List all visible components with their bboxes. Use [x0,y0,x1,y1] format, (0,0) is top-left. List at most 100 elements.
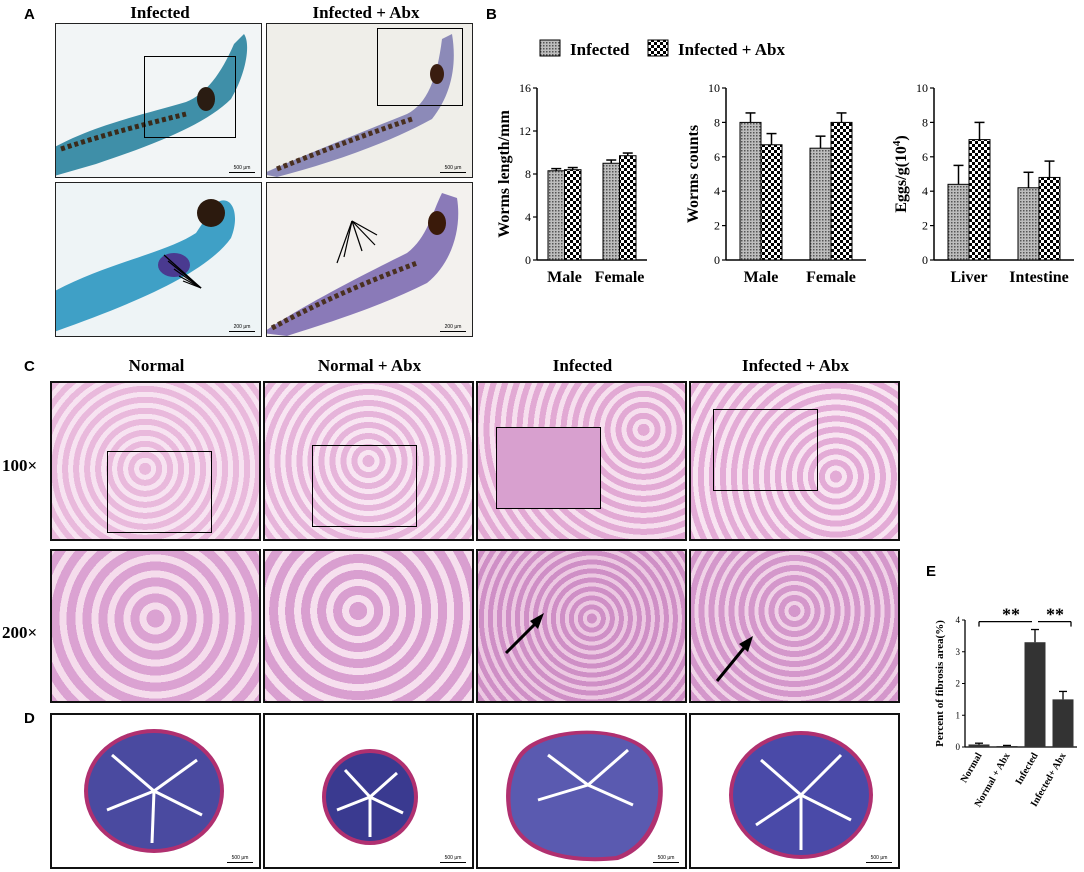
y-tick-label: 12 [519,124,531,138]
y-tick-label: 4 [714,184,720,198]
y-axis-label: Worms counts [685,125,702,223]
x-tick-label: Female [806,269,856,286]
x-tick-label: Male [547,269,582,286]
masson-normal: 500 μm [50,713,261,869]
masson-normal-abx: 500 μm [263,713,474,869]
panel-label-c: C [24,358,35,375]
scale-bar: 200 μm [440,324,466,333]
y-tick-label: 10 [916,81,928,95]
worm-image-infected-abx-high: 200 μm [266,182,473,337]
legend-label-abx: Infected + Abx [678,40,785,59]
inset-box [144,56,236,138]
histology-normal-abx-200x [263,549,474,703]
legend-swatch-abx [647,39,669,57]
y-tick-label: 6 [714,150,720,164]
histology-normal-200x [50,549,261,703]
panel-a-header-infected-abx: Infected + Abx [312,3,420,22]
scale-bar: 500 μm [440,165,466,174]
legend-swatch-infected [539,39,561,57]
y-axis-label: Worms length/mm [496,110,513,238]
bar [1038,176,1061,261]
bar [1052,699,1074,747]
inset-box [312,445,417,527]
x-tick-label: Liver [950,269,987,286]
scale-bar: 500 μm [440,855,466,864]
y-tick-label: 2 [922,219,928,233]
chart-worm-length: 0 4 8 12 16 Worms length/mm Male Female [496,81,647,286]
histology-normal-abx-100x [263,381,474,541]
y-tick-label: 8 [922,115,928,129]
panel-label-d: D [24,710,35,727]
y-axis-label: Eggs/g(104) [891,135,910,213]
y-axis-label-sup: 4 [891,140,903,146]
worm-image-infected-high: 200 μm [55,182,262,337]
histology-infected-200x [476,549,687,703]
y-tick-label: 10 [708,81,720,95]
legend-label-infected: Infected [570,40,630,59]
y-tick-label: 6 [922,150,928,164]
panel-c-header-infected-abx: Infected + Abx [742,356,849,375]
y-tick-label: 0 [525,253,531,267]
histology-infected-abx-200x [689,549,900,703]
y-tick-label: 3 [956,647,961,657]
y-axis-label: Percent of fibrosis area(%) [934,620,946,747]
panel-c-header-infected: Infected [552,356,613,375]
panel-label-a: A [24,6,35,23]
panel-label-e: E [926,563,937,580]
scale-bar: 200 μm [229,324,255,333]
histology-infected-100x [476,381,687,541]
y-tick-label: 0 [714,253,720,267]
bar [760,144,783,261]
panel-c-header-normal-abx: Normal + Abx [317,356,422,375]
y-tick-label: 2 [956,679,961,689]
bar [830,121,853,261]
panel-c-header-normal: Normal [128,356,185,375]
bar [968,139,991,261]
x-tick-label: Intestine [1009,269,1069,286]
scale-bar: 500 μm [229,165,255,174]
chart-eggs: 0 2 4 6 8 10 Eggs/g(104) Liver Intestine [891,81,1074,286]
bar [968,744,990,747]
x-tick-label: Infected [1014,751,1041,787]
y-tick-label: 4 [922,184,928,198]
bar [1024,642,1046,747]
bar [809,147,832,261]
y-tick-label: 16 [519,81,531,95]
y-tick-label: 4 [956,615,961,625]
legend: Infected Infected + Abx [539,39,785,59]
significance-label: ** [1002,605,1020,625]
scale-bar: 500 μm [227,855,253,864]
y-tick-label: 2 [714,219,720,233]
histology-infected-abx-100x [689,381,900,541]
inset-box [713,409,818,491]
masson-infected: 500 μm [476,713,687,869]
inset-box [107,451,212,533]
bar [1017,187,1040,261]
scale-bar: 500 μm [653,855,679,864]
panel-label-b: B [486,6,497,23]
scale-bar: 500 μm [866,855,892,864]
y-tick-label: 1 [956,710,961,720]
chart-worm-counts: 0 2 4 6 8 10 Worms counts Male Female [685,81,866,286]
y-axis-label-end: ) [893,135,910,140]
row-label-100x: 100× [2,456,38,475]
panel-a-header-infected: Infected [130,3,190,22]
histology-normal-100x [50,381,261,541]
y-tick-label: 8 [525,167,531,181]
masson-infected-abx: 500 μm [689,713,900,869]
y-tick-label: 4 [525,210,531,224]
worm-image-infected-low: 500 μm [55,23,262,178]
inset-box [377,28,463,106]
bar [996,746,1018,747]
bar [947,183,970,261]
x-tick-label: Male [744,269,779,286]
bar [602,162,620,261]
bar [564,169,582,261]
x-tick-label: Female [595,269,645,286]
x-tick-label: Normal [959,751,985,785]
row-label-200x: 200× [2,623,38,642]
y-tick-label: 0 [922,253,928,267]
significance-label: ** [1046,605,1064,625]
worm-image-infected-abx-low: 500 μm [266,23,473,178]
